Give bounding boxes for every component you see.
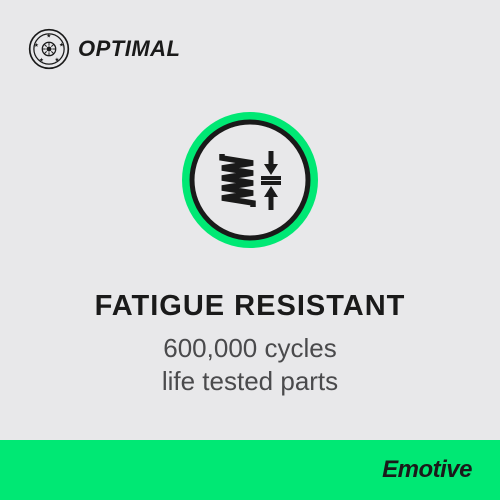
feature-subtext: 600,000 cycles life tested parts — [0, 332, 500, 397]
footer-bar: Emotive — [0, 440, 500, 500]
feature-heading: FATIGUE RESISTANT — [0, 290, 500, 323]
spring-compression-icon — [175, 105, 325, 255]
brand-name: OPTIMAL — [78, 36, 181, 62]
optimal-badge-icon — [28, 28, 70, 70]
subtext-line-2: life tested parts — [0, 365, 500, 398]
footer-brand: Emotive — [382, 456, 472, 484]
subtext-line-1: 600,000 cycles — [0, 332, 500, 365]
brand-logo: OPTIMAL — [28, 28, 181, 70]
